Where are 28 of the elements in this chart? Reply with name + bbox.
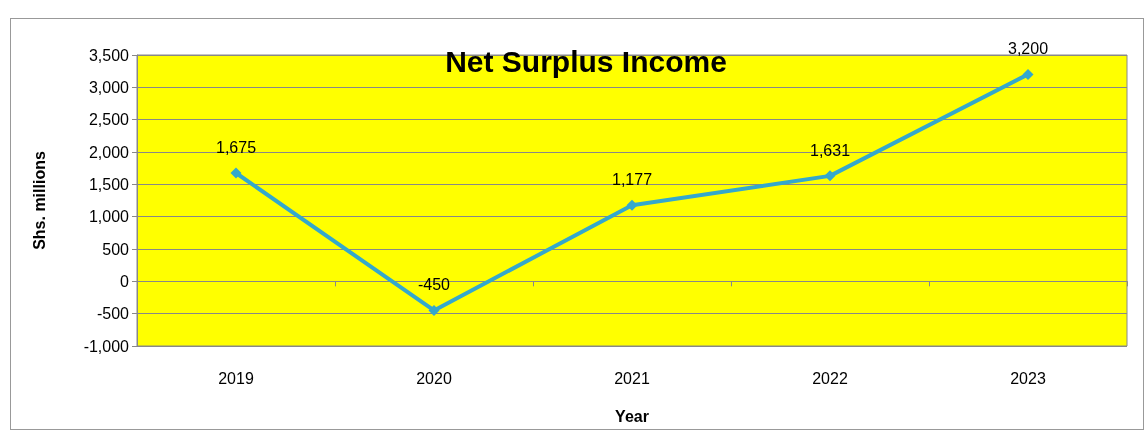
y-tick-label: 1,000 [88, 208, 130, 226]
point [230, 167, 242, 179]
x-tick-label: 2022 [812, 369, 848, 387]
point [1022, 68, 1034, 80]
y-tick-label: -1,000 [83, 337, 130, 355]
text: 1,675 [215, 139, 257, 157]
text: 1,631 [809, 141, 851, 159]
chart-title: Net Surplus Income [445, 44, 727, 78]
y-tick-label: 500 [102, 240, 130, 258]
x-tick-label: 2021 [614, 369, 650, 387]
x-tick-label: 2019 [218, 369, 254, 387]
y-tick-label: 2,000 [88, 143, 130, 161]
point [428, 304, 440, 316]
y-tick-label: 0 [120, 272, 130, 290]
x-tick-label: 2023 [1010, 369, 1046, 387]
point [626, 199, 638, 211]
x-tick-label: 2020 [416, 369, 452, 387]
y-axis-title: Shs. millions [30, 151, 48, 250]
x-axis-title: Year [615, 407, 649, 425]
y-tick-label: 1,500 [88, 175, 130, 193]
point [824, 170, 836, 182]
text: -450 [417, 276, 451, 294]
text: 1,177 [611, 171, 653, 189]
y-tick-label: 2,500 [88, 111, 130, 129]
y-tick-label: 3,500 [88, 46, 130, 64]
y-tick-label: 3,000 [88, 78, 130, 96]
text: 3,200 [1007, 40, 1049, 58]
y-tick-label: -500 [96, 305, 130, 323]
